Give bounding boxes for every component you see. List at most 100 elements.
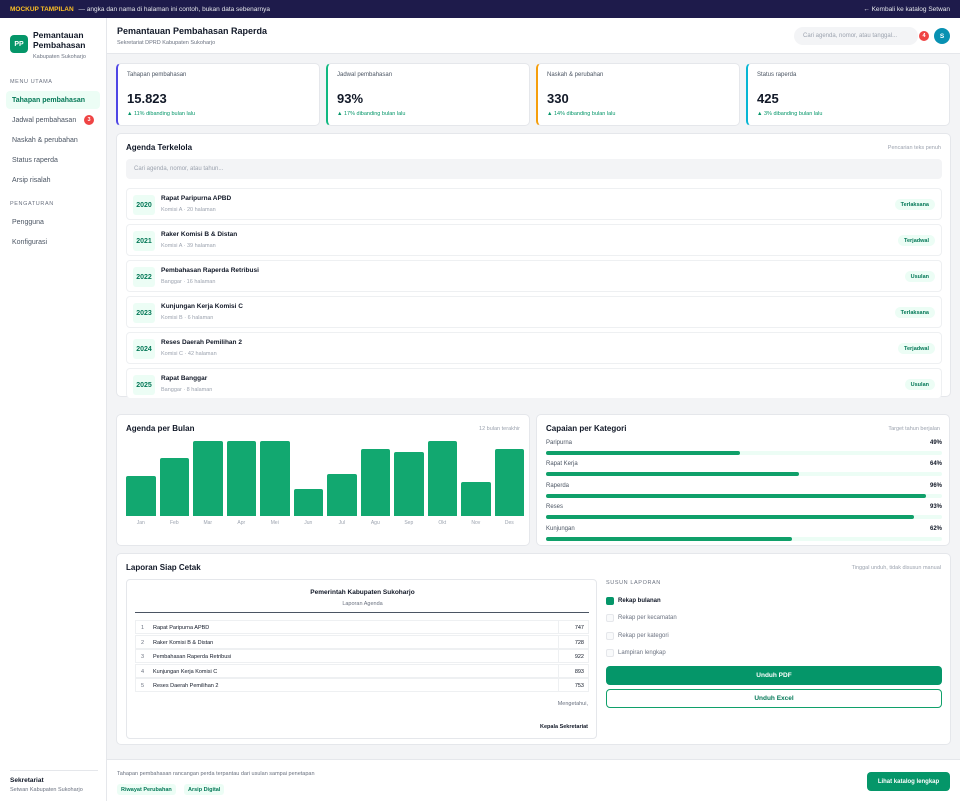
checkbox[interactable]: [606, 649, 614, 657]
sidebar-item-naskah[interactable]: Naskah & perubahan: [6, 131, 100, 149]
sidebar-item-tahapan[interactable]: Tahapan pembahasan: [6, 91, 100, 109]
agenda-year: 2024: [133, 339, 155, 359]
stat-change: ▲ 11% dibanding bulan lalu: [127, 111, 196, 117]
stat-card-naskah: Naskah & perubahan 330 ▲ 14% dibanding b…: [536, 63, 740, 126]
checkbox[interactable]: [606, 597, 614, 605]
list-item[interactable]: 2022 Pembahasan Raperda Retribusi Bangga…: [126, 260, 942, 292]
progress-track: [546, 515, 942, 520]
agenda-year: 2022: [133, 267, 155, 287]
sidebar-footer-title: Sekretariat: [10, 777, 44, 784]
option-label: Rekap bulanan: [618, 598, 661, 604]
report-title: Laporan Siap Cetak: [126, 563, 201, 572]
chart-tick-label: Jan: [136, 520, 145, 526]
row-value: 753: [558, 679, 588, 691]
row-label: Pembahasan Raperda Retribusi: [153, 654, 232, 660]
mockup-tag: MOCKUP TAMPILAN: [10, 5, 74, 13]
stat-value: 15.823: [127, 91, 167, 106]
agenda-meta: Komisi C · 42 halaman: [161, 351, 217, 357]
table-row: 4 Kunjungan Kerja Komisi C 893: [135, 664, 589, 678]
report-preview: Pemerintah Kabupaten Sukoharjo Laporan A…: [126, 579, 597, 739]
option-rekap-kategori[interactable]: Rekap per kategori: [606, 632, 669, 640]
global-search-input[interactable]: Cari agenda, nomor, atau tanggal...: [794, 27, 918, 45]
agenda-search-input[interactable]: Cari agenda, nomor, atau tahun...: [126, 159, 942, 179]
chart-bar-sep: [394, 451, 424, 516]
list-item[interactable]: 2023 Kunjungan Kerja Komisi C Komisi B ·…: [126, 296, 942, 328]
row-label: Kunjungan Kerja Komisi C: [153, 669, 218, 675]
list-item[interactable]: 2024 Reses Daerah Pemilihan 2 Komisi C ·…: [126, 332, 942, 364]
monthly-chart-panel: Agenda per Bulan 12 bulan terakhir Jan Fe…: [116, 414, 530, 546]
view-catalog-button[interactable]: Lihat katalog lengkap: [867, 772, 950, 791]
checkbox[interactable]: [606, 632, 614, 640]
feature-chip: Riwayat Perubahan: [117, 784, 176, 795]
option-rekap-kecamatan[interactable]: Rekap per kecamatan: [606, 614, 677, 622]
download-pdf-button[interactable]: Unduh PDF: [606, 666, 942, 685]
status-badge: Usulan: [904, 271, 935, 282]
sidebar-item-label: Jadwal pembahasan: [12, 116, 77, 124]
notification-badge[interactable]: 4: [919, 31, 929, 41]
option-lampiran[interactable]: Lampiran lengkap: [606, 649, 666, 657]
sidebar-item-label: Pengguna: [12, 218, 44, 226]
page-header: Pemantauan Pembahasan Raperda Sekretaria…: [107, 18, 960, 54]
chart-tick-label: Agu: [370, 520, 380, 526]
menu-section-main: MENU UTAMA: [10, 79, 53, 85]
agenda-meta: Komisi A · 39 halaman: [161, 243, 216, 249]
sidebar-item-jadwal[interactable]: Jadwal pembahasan 3: [6, 111, 100, 129]
chart-bar-jul: [327, 474, 357, 516]
sidebar-item-status[interactable]: Status raperda: [6, 151, 100, 169]
stat-label: Tahapan pembahasan: [127, 72, 187, 78]
agenda-note: Pencarian teks penuh: [887, 145, 941, 151]
option-label: Rekap per kategori: [618, 633, 669, 639]
chart-bar-nov: [461, 481, 491, 516]
list-item[interactable]: 2025 Rapat Banggar Banggar · 8 halaman U…: [126, 368, 942, 398]
row-value: 922: [558, 650, 588, 662]
progress-track: [546, 472, 942, 477]
stat-label: Jadwal pembahasan: [337, 72, 393, 78]
app-subtitle: Kabupaten Sukoharjo: [33, 54, 86, 60]
avatar[interactable]: S: [934, 28, 950, 44]
sidebar-item-label: Status raperda: [12, 156, 58, 164]
agenda-name: Pembahasan Raperda Retribusi: [161, 267, 259, 274]
progress-fill: [546, 536, 792, 541]
sidebar-item-konfigurasi[interactable]: Konfigurasi: [6, 233, 100, 251]
category-percent: 64%: [929, 461, 942, 468]
download-excel-button[interactable]: Unduh Excel: [606, 689, 942, 708]
agenda-meta: Komisi B · 6 halaman: [161, 315, 214, 321]
sidebar-item-badge: 3: [84, 115, 94, 125]
table-row: 3 Pembahasan Raperda Retribusi 922: [135, 649, 589, 663]
sidebar-item-pengguna[interactable]: Pengguna: [6, 213, 100, 231]
chart-bar-apr: [226, 441, 257, 516]
stat-value: 425: [757, 91, 779, 106]
chart-tick-label: Jul: [338, 520, 345, 526]
option-label: Rekap per kecamatan: [618, 615, 677, 621]
chart-tick-label: Apr: [237, 520, 246, 526]
chart-tick-label: Feb: [169, 520, 179, 526]
stat-card-status: Status raperda 425 ▲ 3% dibanding bulan …: [746, 63, 950, 126]
agenda-year: 2025: [133, 375, 155, 395]
stat-change: ▲ 3% dibanding bulan lalu: [757, 111, 823, 117]
list-item[interactable]: 2020 Rapat Paripurna APBD Komisi A · 20 …: [126, 188, 942, 220]
page-subtitle: Sekretariat DPRD Kabupaten Sukoharjo: [117, 40, 216, 46]
checkbox[interactable]: [606, 614, 614, 622]
stat-card-tahapan: Tahapan pembahasan 15.823 ▲ 11% dibandin…: [116, 63, 320, 126]
row-value: 728: [558, 636, 588, 648]
stat-value: 93%: [337, 91, 364, 106]
table-row: 1 Rapat Paripurna APBD 747: [135, 620, 589, 634]
menu-section-settings: PENGATURAN: [10, 201, 54, 207]
agenda-name: Reses Daerah Pemilihan 2: [161, 339, 242, 346]
sidebar-item-arsip[interactable]: Arsip risalah: [6, 171, 100, 189]
progress-fill: [546, 515, 915, 520]
agenda-year: 2021: [133, 231, 155, 251]
sidebar-item-label: Arsip risalah: [12, 176, 51, 184]
option-rekap-bulanan[interactable]: Rekap bulanan: [606, 597, 661, 605]
list-item[interactable]: 2021 Raker Komisi B & Distan Komisi A · …: [126, 224, 942, 256]
sidebar-item-label: Tahapan pembahasan: [12, 96, 86, 104]
chart-bar-okt: [427, 441, 458, 516]
agenda-name: Raker Komisi B & Distan: [161, 231, 238, 238]
back-to-catalog-link[interactable]: ← Kembali ke katalog Setwan: [863, 5, 950, 13]
row-number: 3: [141, 654, 145, 660]
chart-bar-jan: [126, 476, 156, 516]
category-name: Kunjungan: [546, 525, 575, 532]
option-label: Lampiran lengkap: [618, 650, 666, 656]
progress-track: [546, 493, 942, 498]
app-logo: PP: [10, 35, 28, 53]
